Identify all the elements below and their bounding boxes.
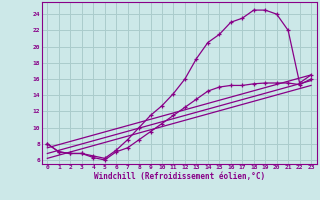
X-axis label: Windchill (Refroidissement éolien,°C): Windchill (Refroidissement éolien,°C) — [94, 172, 265, 181]
